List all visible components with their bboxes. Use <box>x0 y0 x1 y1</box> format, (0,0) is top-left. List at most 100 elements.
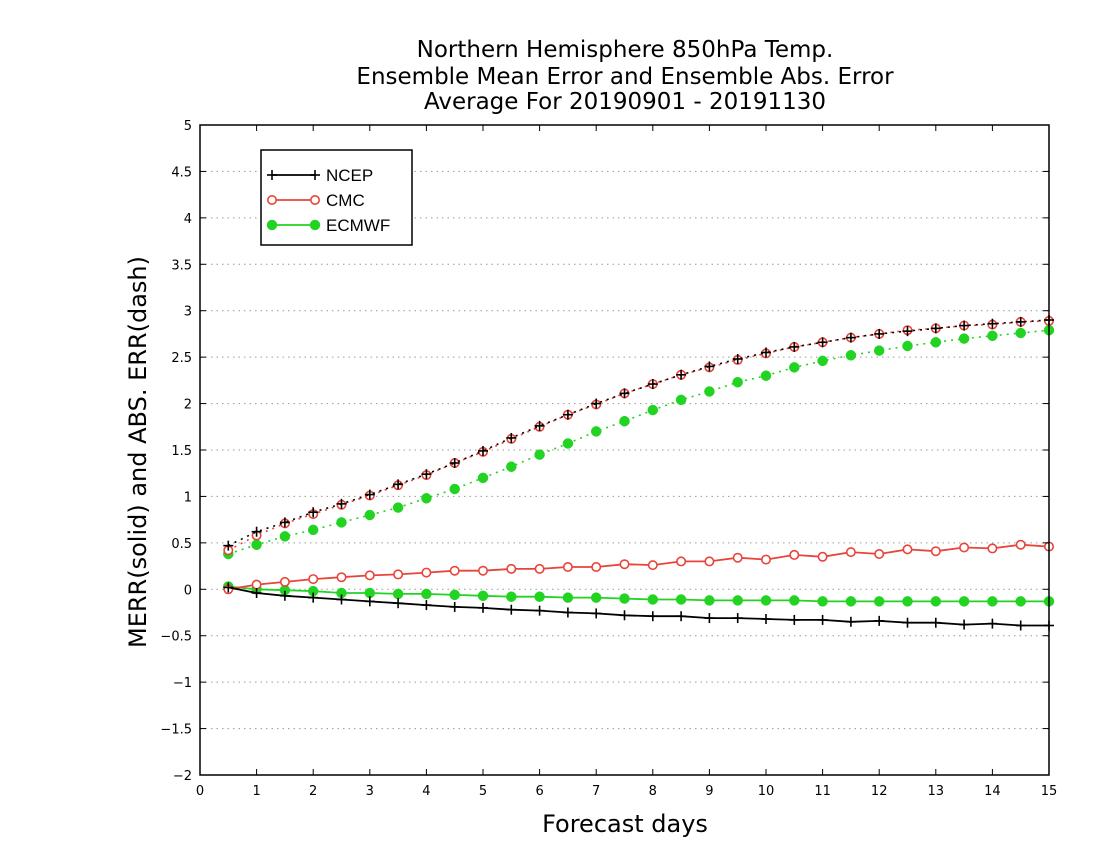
y-tick-label: 4.5 <box>171 165 192 180</box>
chart-title-line-3: Average For 20190901 - 20191130 <box>423 89 827 115</box>
gridlines <box>200 170 1049 730</box>
data-point-cmc-solid <box>760 554 771 565</box>
data-point-ecmwf-solid <box>590 592 602 603</box>
series-cmc-solid <box>223 539 1055 595</box>
series-line-cmc-solid <box>228 543 1050 591</box>
data-point-ecmwf-solid <box>421 588 432 600</box>
data-point-ecmwf-dash <box>1015 327 1026 339</box>
data-point-ecmwf-dash <box>789 362 800 373</box>
x-tick-label: 1 <box>252 784 260 799</box>
series-line-ecmwf-solid <box>228 585 1049 603</box>
y-tick-label: 1 <box>184 490 192 505</box>
series-line-ncep-dash <box>227 319 1050 547</box>
data-point-ncep-dash <box>959 320 970 331</box>
data-point-ncep-solid <box>251 588 262 598</box>
data-point-ncep-solid <box>930 617 941 628</box>
data-point-ecmwf-solid <box>392 588 404 600</box>
series-cmc-dash <box>223 315 1055 556</box>
legend-marker <box>310 170 320 180</box>
data-point-cmc-solid <box>449 565 460 576</box>
data-point-ecmwf-solid <box>987 596 998 607</box>
data-point-ecmwf-solid <box>930 596 942 607</box>
data-point-ncep-solid <box>676 611 687 622</box>
data-point-ecmwf-solid <box>789 595 800 606</box>
data-point-ncep-dash <box>647 379 658 390</box>
data-point-ncep-dash <box>364 489 375 500</box>
data-point-ncep-dash <box>421 469 432 480</box>
legend-label: NCEP <box>326 166 373 185</box>
y-tick-label: 1.5 <box>171 444 192 459</box>
data-point-ncep-solid <box>336 594 347 605</box>
data-point-ecmwf-solid <box>873 596 885 607</box>
data-point-ecmwf-solid <box>675 594 687 605</box>
data-point-ncep-solid <box>704 613 715 624</box>
data-point-cmc-solid <box>251 579 262 590</box>
data-point-cmc-solid <box>959 542 970 553</box>
data-point-ncep-dash <box>279 517 290 528</box>
data-point-ecmwf-dash <box>930 337 942 348</box>
data-point-cmc-solid <box>845 547 856 558</box>
data-point-ecmwf-solid <box>1015 596 1026 607</box>
data-point-cmc-solid <box>732 552 743 563</box>
data-point-ecmwf-solid <box>449 589 460 601</box>
legend-label: ECMWF <box>326 216 390 235</box>
data-point-ncep-dash <box>987 318 998 329</box>
data-point-ncep-solid <box>1015 620 1026 631</box>
data-point-cmc-solid <box>534 563 545 574</box>
series-ecmwf-dash <box>223 324 1055 560</box>
series-line-cmc-dash <box>227 320 1050 552</box>
series-ecmwf-solid <box>223 581 1055 607</box>
data-point-ncep-solid <box>421 600 432 611</box>
data-point-ncep-dash <box>874 328 885 339</box>
data-point-ecmwf-solid <box>506 591 517 602</box>
data-point-ncep-dash <box>930 323 941 334</box>
data-point-ecmwf-dash <box>675 394 687 406</box>
legend-marker <box>266 219 278 231</box>
data-point-ncep-solid <box>874 615 885 626</box>
y-tick-label: −2 <box>173 769 192 784</box>
data-point-ecmwf-dash <box>619 415 630 427</box>
x-tick-label: 4 <box>422 784 430 799</box>
y-tick-label: 2 <box>184 398 192 413</box>
legend-marker <box>266 195 277 206</box>
data-point-ecmwf-solid <box>647 594 659 605</box>
data-point-ncep-solid <box>987 618 998 629</box>
data-point-ncep-solid <box>308 592 319 603</box>
data-point-cmc-solid <box>308 574 319 585</box>
y-tick-label: 5 <box>184 119 192 134</box>
data-point-ecmwf-solid <box>902 596 913 607</box>
data-point-cmc-solid <box>562 561 573 572</box>
data-point-ncep-dash <box>845 332 856 343</box>
series-layer <box>223 315 1055 631</box>
y-axis-label: MERR(solid) and ABS. ERR(dash) <box>124 256 152 648</box>
x-tick-label: 3 <box>366 784 374 799</box>
y-tick-label: 2.5 <box>171 351 192 366</box>
data-point-ncep-dash <box>223 540 234 551</box>
data-point-ncep-dash <box>393 479 404 490</box>
chart-title-line-2: Ensemble Mean Error and Ensemble Abs. Er… <box>356 64 894 90</box>
data-point-ncep-solid <box>534 605 545 616</box>
data-point-ecmwf-dash <box>534 449 545 460</box>
x-tick-label: 0 <box>196 784 204 799</box>
data-point-ncep-dash <box>789 341 800 352</box>
data-point-ncep-solid <box>223 582 234 593</box>
legend-item-ncep: NCEP <box>267 166 373 185</box>
data-point-ecmwf-solid <box>958 596 970 607</box>
data-point-cmc-solid <box>591 561 602 572</box>
data-point-ecmwf-dash <box>760 370 772 381</box>
x-tick-label: 15 <box>1041 784 1058 799</box>
data-point-ecmwf-solid <box>477 590 489 602</box>
data-point-ncep-dash <box>308 507 319 518</box>
data-point-cmc-solid <box>279 576 290 587</box>
x-tick-label: 7 <box>592 784 600 799</box>
data-point-ncep-dash <box>676 369 687 380</box>
data-point-cmc-solid <box>676 556 687 567</box>
data-point-ncep-solid <box>449 601 460 612</box>
data-point-cmc-solid <box>1015 539 1026 550</box>
legend: NCEP CMC ECMWF <box>260 149 413 246</box>
data-point-ecmwf-dash <box>845 350 857 361</box>
data-point-ncep-solid <box>902 617 913 628</box>
data-point-ecmwf-solid <box>619 593 630 604</box>
data-point-ncep-solid <box>478 602 488 613</box>
